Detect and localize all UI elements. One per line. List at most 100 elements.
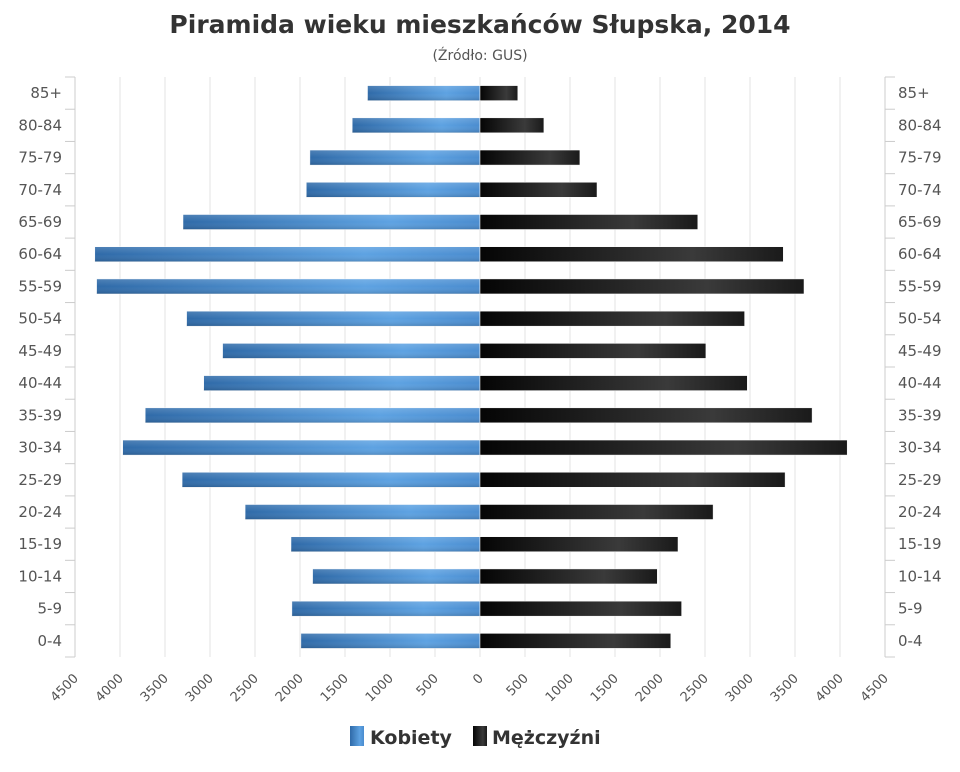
y-category-label-left: 30-34 <box>18 439 62 457</box>
x-tick-label: 2000 <box>273 671 307 705</box>
bar-kobiety-shade <box>300 633 480 649</box>
x-tick-label: 3000 <box>723 671 757 705</box>
bar-mezczyzni-35-39[interactable] <box>479 407 813 424</box>
y-category-label-right: 70-74 <box>898 181 942 199</box>
bar-kobiety-shade <box>309 150 480 166</box>
bar-mezczyzni-30-34[interactable] <box>479 439 848 456</box>
bar-kobiety-shade <box>291 601 480 617</box>
y-category-label-left: 5-9 <box>38 600 63 618</box>
legend-swatch-kobiety <box>350 726 364 746</box>
legend-item-mezczyzni[interactable]: Mężczyźni <box>473 726 601 749</box>
y-category-label-right: 75-79 <box>898 149 942 167</box>
y-category-label-left: 10-14 <box>18 567 62 585</box>
x-tick-label: 1500 <box>588 671 622 705</box>
bar-kobiety-shade <box>306 182 480 198</box>
x-tick-label: 3500 <box>138 671 172 705</box>
legend-label-kobiety: Kobiety <box>370 727 453 749</box>
legend: Kobiety Mężczyźni <box>350 726 601 749</box>
bar-mezczyzni-75-79[interactable] <box>479 149 581 166</box>
y-category-label-left: 45-49 <box>18 342 62 360</box>
y-category-label-right: 85+ <box>898 84 930 102</box>
bar-mezczyzni-55-59[interactable] <box>479 278 805 295</box>
x-tick-label: 2000 <box>633 671 667 705</box>
y-category-label-left: 65-69 <box>18 213 62 231</box>
legend-item-kobiety[interactable]: Kobiety <box>350 726 453 749</box>
bar-kobiety-shade <box>245 504 480 520</box>
chart-title: Piramida wieku mieszkańców Słupska, 2014 <box>169 10 790 39</box>
y-category-label-left: 40-44 <box>18 374 62 392</box>
bar-mezczyzni-20-24[interactable] <box>479 504 714 520</box>
x-tick-label: 4500 <box>48 671 82 705</box>
bar-kobiety-shade <box>186 311 480 327</box>
bar-kobiety-shade <box>182 472 480 488</box>
bar-kobiety-shade <box>145 407 480 423</box>
x-tick-label: 2500 <box>678 671 712 705</box>
y-category-label-left: 15-19 <box>18 535 62 553</box>
x-tick-label: 4000 <box>813 671 847 705</box>
y-category-label-left: 20-24 <box>18 503 62 521</box>
bar-kobiety-shade <box>291 536 480 552</box>
y-category-label-left: 60-64 <box>18 245 62 263</box>
bar-mezczyzni-15-19[interactable] <box>479 536 679 552</box>
x-tick-label: 4000 <box>93 671 127 705</box>
y-category-label-right: 40-44 <box>898 374 942 392</box>
y-category-label-left: 85+ <box>30 84 62 102</box>
y-category-label-right: 30-34 <box>898 439 942 457</box>
bar-mezczyzni-80-84[interactable] <box>479 117 545 134</box>
y-category-label-right: 65-69 <box>898 213 942 231</box>
bar-mezczyzni-25-29[interactable] <box>479 472 786 488</box>
x-tick-label: 500 <box>414 671 442 699</box>
x-tick-label: 1000 <box>543 671 577 705</box>
y-category-label-right: 80-84 <box>898 116 942 134</box>
legend-swatch-mezczyzni <box>473 726 487 746</box>
bar-kobiety-shade <box>203 375 480 391</box>
bar-kobiety-shade <box>122 440 480 456</box>
y-category-label-left: 35-39 <box>18 406 62 424</box>
y-category-label-right: 55-59 <box>898 277 942 295</box>
bar-kobiety-shade <box>183 214 480 230</box>
bar-mezczyzni-10-14[interactable] <box>479 568 658 585</box>
y-category-label-left: 75-79 <box>18 149 62 167</box>
bar-mezczyzni-45-49[interactable] <box>479 343 707 359</box>
bar-kobiety-shade <box>96 278 480 294</box>
y-category-label-right: 60-64 <box>898 245 942 263</box>
y-category-label-left: 0-4 <box>38 632 63 650</box>
bar-mezczyzni-60-64[interactable] <box>479 246 784 262</box>
y-category-label-right: 25-29 <box>898 471 942 489</box>
bar-kobiety-shade <box>352 117 480 133</box>
bar-mezczyzni-0-4[interactable] <box>479 633 672 649</box>
y-category-label-right: 10-14 <box>898 567 942 585</box>
y-category-label-left: 80-84 <box>18 116 62 134</box>
y-category-label-right: 50-54 <box>898 310 942 328</box>
legend-label-mezczyzni: Mężczyźni <box>492 727 601 749</box>
y-category-label-left: 55-59 <box>18 277 62 295</box>
bar-kobiety-shade <box>94 246 481 262</box>
bar-mezczyzni-5-9[interactable] <box>479 600 682 617</box>
x-tick-label: 0 <box>470 671 486 687</box>
x-tick-label: 3000 <box>183 671 217 705</box>
y-category-label-left: 70-74 <box>18 181 62 199</box>
bar-kobiety-shade <box>222 343 480 359</box>
y-category-label-right: 35-39 <box>898 406 942 424</box>
y-category-label-right: 20-24 <box>898 503 942 521</box>
bar-mezczyzni-70-74[interactable] <box>479 182 598 198</box>
x-tick-label: 2500 <box>228 671 262 705</box>
x-tick-label: 1000 <box>363 671 397 705</box>
x-tick-label: 1500 <box>318 671 352 705</box>
y-category-label-left: 25-29 <box>18 471 62 489</box>
x-tick-label: 500 <box>504 671 532 699</box>
y-category-label-right: 15-19 <box>898 535 942 553</box>
bar-mezczyzni-40-44[interactable] <box>479 375 748 391</box>
bar-mezczyzni-50-54[interactable] <box>479 310 745 327</box>
x-tick-label: 3500 <box>768 671 802 705</box>
bar-kobiety-shade <box>312 568 480 584</box>
bar-mezczyzni-65-69[interactable] <box>479 214 699 230</box>
y-category-label-left: 50-54 <box>18 310 62 328</box>
y-category-label-right: 0-4 <box>898 632 923 650</box>
x-tick-label: 4500 <box>858 671 892 705</box>
y-category-label-right: 5-9 <box>898 600 923 618</box>
chart-subtitle: (Źródło: GUS) <box>432 46 527 64</box>
bar-mezczyzni-85+[interactable] <box>479 85 519 101</box>
bar-kobiety-shade <box>367 85 480 101</box>
